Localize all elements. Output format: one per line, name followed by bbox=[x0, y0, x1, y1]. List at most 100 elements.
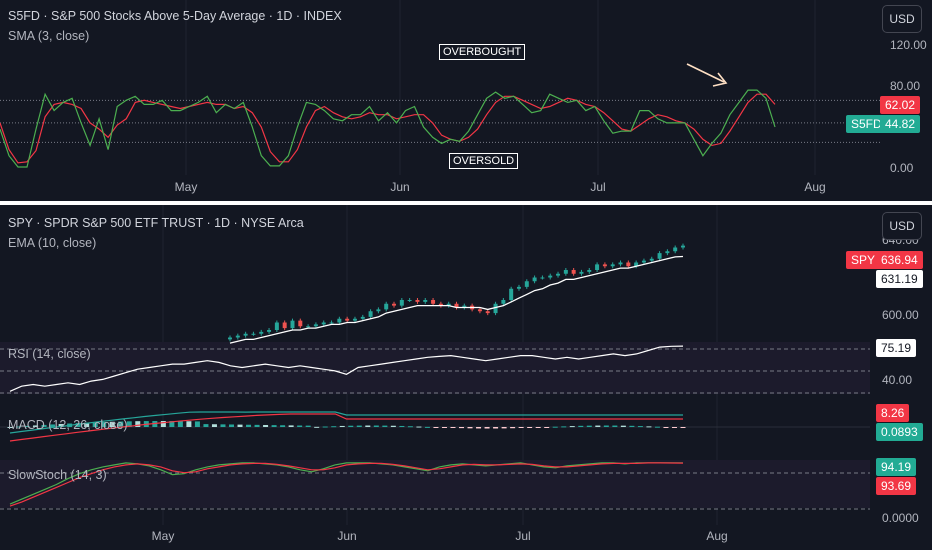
currency-button-top[interactable]: USD bbox=[882, 5, 922, 33]
slowstoch-label[interactable]: SlowStoch (14, 3) bbox=[8, 468, 107, 482]
candle-body bbox=[399, 300, 404, 306]
stoch-value-badge-b: 93.69 bbox=[876, 477, 917, 495]
s5fd-line bbox=[0, 89, 776, 168]
macd-histogram-bar bbox=[126, 421, 132, 427]
macd-histogram-bar bbox=[297, 425, 303, 427]
macd-histogram-bar bbox=[407, 426, 413, 428]
macd-histogram-bar bbox=[356, 425, 362, 427]
candle-body bbox=[563, 270, 568, 274]
candle-body bbox=[524, 281, 529, 287]
macd-histogram-bar bbox=[390, 425, 396, 427]
candle-body bbox=[587, 270, 592, 272]
macd-histogram-bar bbox=[339, 425, 345, 427]
macd-histogram-bar bbox=[637, 426, 643, 428]
candle-body bbox=[532, 277, 537, 282]
price-axis-label: 80.00 bbox=[890, 79, 920, 93]
macd-histogram-bar bbox=[586, 425, 592, 427]
annotation-arrow-shaft bbox=[686, 63, 725, 83]
price-axis-label: 40.00 bbox=[882, 373, 912, 387]
candle-body bbox=[228, 337, 232, 340]
candle-body bbox=[267, 330, 272, 332]
time-axis-label: Aug bbox=[804, 180, 825, 194]
candle-body bbox=[516, 286, 521, 289]
price-axis-label: 120.00 bbox=[890, 38, 927, 52]
candle-body bbox=[282, 322, 287, 329]
pane-divider[interactable] bbox=[0, 201, 932, 205]
time-axis-label: Jul bbox=[515, 529, 530, 543]
macd-histogram-bar bbox=[535, 427, 541, 428]
macd-histogram-bar bbox=[75, 423, 81, 427]
rsi-band bbox=[0, 342, 870, 394]
candle-body bbox=[548, 275, 553, 278]
candle-body bbox=[345, 318, 350, 321]
s5fd-title[interactable]: S5FD · S&P 500 Stocks Above 5-Day Averag… bbox=[8, 9, 342, 23]
candle-body bbox=[641, 260, 646, 263]
macd-histogram-bar bbox=[177, 421, 183, 427]
macd-histogram-bar bbox=[561, 426, 567, 428]
candle-body bbox=[681, 245, 685, 248]
macd-histogram-bar bbox=[84, 422, 90, 427]
macd-histogram-bar bbox=[237, 424, 243, 427]
macd-histogram-bar bbox=[211, 424, 217, 427]
candle-body bbox=[306, 326, 311, 328]
oversold-label: OVERSOLD bbox=[449, 153, 519, 169]
candle-body bbox=[259, 331, 264, 334]
macd-histogram-bar bbox=[228, 424, 234, 427]
candle-body bbox=[243, 333, 248, 336]
macd-histogram-bar bbox=[399, 425, 405, 427]
spy-ema-label[interactable]: EMA (10, close) bbox=[8, 236, 97, 250]
stoch-d-line bbox=[9, 462, 684, 507]
s5fd-value-badge: 44.82 bbox=[880, 115, 921, 133]
spy-title[interactable]: SPY · SPDR S&P 500 ETF TRUST · 1D · NYSE… bbox=[8, 216, 304, 230]
macd-histogram-bar bbox=[135, 421, 141, 427]
time-axis-label: Jun bbox=[337, 529, 356, 543]
s5fd-symbol-badge: S5FD bbox=[846, 115, 887, 133]
time-axis-label: Jul bbox=[590, 180, 605, 194]
candle-body bbox=[274, 322, 279, 330]
macd-histogram-bar bbox=[322, 426, 328, 428]
macd-histogram-bar bbox=[612, 425, 618, 427]
candle-body bbox=[673, 247, 678, 252]
candle-body bbox=[477, 309, 482, 312]
candle-body bbox=[251, 333, 256, 335]
candle-body bbox=[384, 303, 389, 310]
macd-histogram-bar bbox=[578, 425, 584, 427]
rsi-label[interactable]: RSI (14, close) bbox=[8, 347, 91, 361]
price-axis-label: 600.00 bbox=[882, 308, 919, 322]
candle-body bbox=[462, 305, 467, 308]
candle-body bbox=[509, 288, 514, 300]
candle-body bbox=[235, 335, 240, 338]
candle-body bbox=[392, 303, 397, 306]
macd-histogram-bar bbox=[263, 424, 269, 427]
macd-value-badge-a: 8.26 bbox=[876, 404, 910, 422]
macd-histogram-bar bbox=[7, 427, 13, 428]
candle-body bbox=[540, 277, 545, 279]
macd-histogram-bar bbox=[493, 427, 499, 429]
candle-body bbox=[415, 300, 420, 302]
price-axis-label: 0.00 bbox=[890, 161, 914, 175]
macd-histogram-bar bbox=[160, 421, 166, 427]
macd-histogram-bar bbox=[186, 421, 192, 427]
candle-body bbox=[431, 300, 436, 304]
macd-histogram-bar bbox=[246, 424, 252, 427]
macd-histogram-bar bbox=[373, 425, 379, 427]
macd-label[interactable]: MACD (12, 26, close) bbox=[8, 418, 128, 432]
macd-histogram-bar bbox=[101, 422, 107, 427]
candle-body bbox=[618, 262, 623, 265]
time-axis-label: Aug bbox=[706, 529, 727, 543]
macd-value-badge-b: 0.0893 bbox=[876, 423, 923, 441]
currency-button-bottom[interactable]: USD bbox=[882, 212, 922, 240]
macd-histogram-bar bbox=[620, 425, 626, 427]
ema-value-badge: 631.19 bbox=[876, 270, 923, 288]
candle-body bbox=[665, 251, 670, 254]
candle-body bbox=[368, 311, 373, 317]
macd-histogram-bar bbox=[484, 427, 490, 429]
macd-histogram-bar bbox=[271, 425, 277, 427]
macd-histogram-bar bbox=[109, 421, 115, 427]
macd-histogram-bar bbox=[33, 425, 39, 427]
macd-histogram-bar bbox=[441, 427, 447, 428]
spy-symbol-badge: SPY bbox=[846, 251, 881, 269]
time-axis-label: May bbox=[175, 180, 198, 194]
s5fd-sma-label[interactable]: SMA (3, close) bbox=[8, 29, 90, 43]
spy-price-badge: 636.94 bbox=[876, 251, 923, 269]
